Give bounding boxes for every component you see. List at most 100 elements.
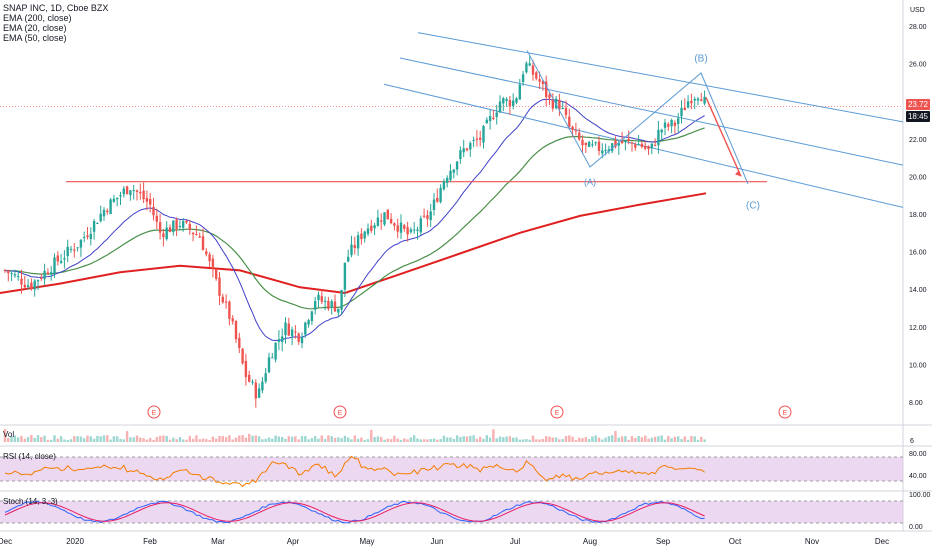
candle-body — [63, 258, 66, 260]
volume-bar — [591, 436, 594, 442]
volume-bar — [205, 438, 208, 442]
candle-body — [482, 125, 485, 143]
volume-bar — [155, 437, 158, 442]
candle-body — [17, 276, 20, 278]
candle-body — [294, 331, 297, 333]
volume-bar — [370, 429, 373, 442]
volume-bar — [162, 435, 165, 442]
candle-body — [627, 139, 630, 142]
volume-bar — [465, 436, 469, 442]
candle-body — [422, 215, 426, 217]
volume-bar — [287, 436, 290, 442]
candle-body — [343, 262, 347, 290]
price-tick-label: 14.00 — [909, 287, 927, 294]
volume-bar — [604, 437, 607, 442]
candle-body — [614, 140, 617, 147]
candle-body — [3, 270, 7, 272]
volume-bar — [307, 439, 310, 442]
volume-bar — [116, 436, 119, 442]
candle-body — [502, 98, 505, 104]
candle-body — [634, 144, 637, 148]
volume-bar — [614, 430, 617, 442]
candle-body — [525, 63, 528, 73]
volume-bar — [20, 435, 23, 442]
candle-body — [429, 211, 432, 221]
volume-bar — [201, 438, 205, 442]
volume-bar — [432, 438, 436, 442]
ema20-legend[interactable]: EMA (20, close) — [3, 23, 67, 33]
volume-bar — [149, 437, 152, 442]
rsi-panel-label[interactable]: RSI (14, close) — [3, 452, 56, 461]
candle-body — [488, 116, 492, 121]
volume-bar — [393, 435, 396, 442]
candle-body — [23, 284, 26, 288]
volume-bar — [653, 436, 657, 442]
volume-panel-label[interactable]: Vol — [3, 430, 15, 439]
time-axis-label: Aug — [583, 537, 597, 546]
candle-body — [690, 100, 693, 104]
volume-bar — [320, 435, 323, 442]
candle-body — [162, 233, 165, 238]
rsi-tick-label: 80.00 — [909, 451, 927, 458]
candle-body — [165, 227, 168, 240]
volume-bar — [83, 438, 86, 442]
candle-body — [168, 227, 172, 233]
ema50-legend[interactable]: EMA (50, close) — [3, 33, 67, 43]
volume-bar — [624, 436, 627, 442]
candle-body — [234, 321, 238, 340]
candle-body — [703, 96, 706, 104]
volume-bar — [406, 439, 409, 442]
candle-body — [419, 218, 422, 233]
candle-body — [403, 225, 406, 229]
volume-bar — [459, 437, 462, 442]
candle-body — [267, 357, 271, 373]
volume-bar — [50, 439, 53, 442]
volume-bar — [380, 437, 383, 442]
candle-body — [281, 336, 284, 342]
volume-bar — [46, 439, 50, 442]
candle-body — [452, 169, 455, 173]
volume-bar — [551, 437, 554, 442]
volume-bar — [353, 435, 356, 442]
candle-body — [330, 301, 333, 308]
candle-body — [366, 228, 370, 234]
candle-body — [465, 148, 469, 151]
volume-bar — [403, 438, 406, 442]
candle-body — [389, 218, 393, 224]
candle-body — [251, 381, 254, 383]
time-axis-label: Dec — [0, 537, 12, 546]
volume-bar — [571, 436, 574, 442]
time-axis-label: Feb — [143, 537, 157, 546]
candle-body — [601, 150, 604, 154]
volume-bar — [376, 436, 380, 442]
volume-bar — [690, 436, 693, 442]
volume-bar — [505, 436, 508, 442]
ema200-legend[interactable]: EMA (200, close) — [3, 13, 72, 23]
volume-bar — [142, 438, 145, 442]
candle-body — [363, 231, 366, 239]
candle-body — [290, 329, 294, 337]
volume-bar — [462, 436, 465, 442]
candle-body — [271, 357, 274, 359]
volume-bar — [528, 439, 531, 442]
volume-bar — [449, 437, 452, 442]
candle-body — [518, 84, 521, 100]
candle-body — [215, 269, 218, 279]
time-axis-label: Mar — [211, 537, 225, 546]
stoch-panel-label[interactable]: Stoch (14, 3, 3) — [3, 497, 58, 506]
candle-body — [515, 98, 518, 103]
volume-bar — [485, 435, 488, 442]
price-tick-label: 8.00 — [909, 400, 923, 407]
candle-body — [26, 285, 30, 288]
volume-bar — [558, 439, 561, 442]
volume-bar — [630, 436, 634, 442]
volume-bar — [234, 437, 238, 442]
candle-body — [380, 220, 383, 222]
volume-bar — [13, 435, 17, 442]
volume-bar — [670, 438, 673, 442]
volume-bar — [442, 435, 446, 442]
volume-bar — [594, 435, 597, 442]
volume-bar — [700, 436, 703, 442]
volume-bar — [518, 439, 521, 442]
